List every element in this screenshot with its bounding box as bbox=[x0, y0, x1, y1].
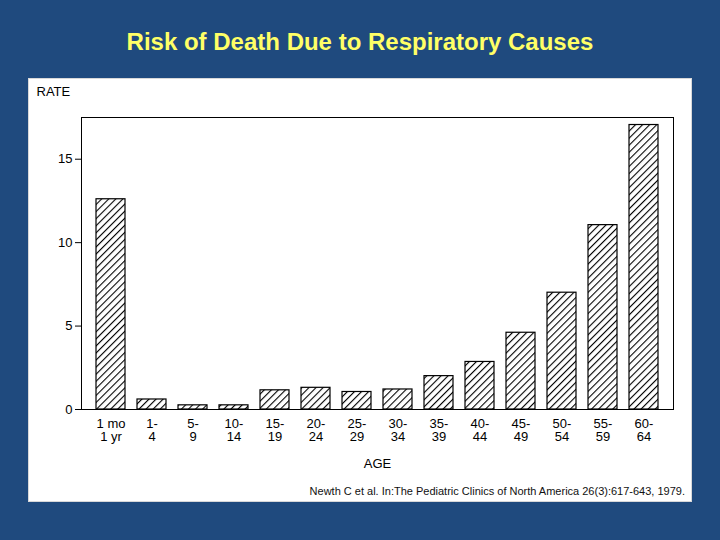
svg-text:5-9: 5-9 bbox=[187, 416, 199, 444]
svg-text:AGE: AGE bbox=[364, 456, 392, 471]
svg-text:0: 0 bbox=[65, 402, 72, 417]
svg-text:15: 15 bbox=[58, 151, 72, 166]
svg-text:50-54: 50-54 bbox=[553, 416, 572, 444]
svg-text:60-64: 60-64 bbox=[635, 416, 654, 444]
svg-text:1-4: 1-4 bbox=[146, 416, 158, 444]
svg-text:20-24: 20-24 bbox=[307, 416, 326, 444]
svg-text:15-19: 15-19 bbox=[266, 416, 285, 444]
svg-text:25-29: 25-29 bbox=[348, 416, 367, 444]
html-text:Newth C et al. In:The Pediatri: Newth C et al. In:The Pediatric Clinics … bbox=[309, 485, 685, 497]
svg-text:10-14: 10-14 bbox=[225, 416, 244, 444]
svg-text:35-39: 35-39 bbox=[430, 416, 449, 444]
svg-text:5: 5 bbox=[65, 318, 72, 333]
svg-text:40-44: 40-44 bbox=[471, 416, 490, 444]
svg-text:1 mo1 yr: 1 mo1 yr bbox=[97, 416, 126, 444]
svg-text:10: 10 bbox=[58, 235, 72, 250]
svg-text:45-49: 45-49 bbox=[512, 416, 531, 444]
svg-text:55-59: 55-59 bbox=[594, 416, 613, 444]
svg-text:RATE: RATE bbox=[37, 84, 71, 99]
svg-text:30-34: 30-34 bbox=[389, 416, 408, 444]
html-text:Risk of Death Due to Respirato: Risk of Death Due to Respiratory Causes bbox=[126, 28, 594, 55]
